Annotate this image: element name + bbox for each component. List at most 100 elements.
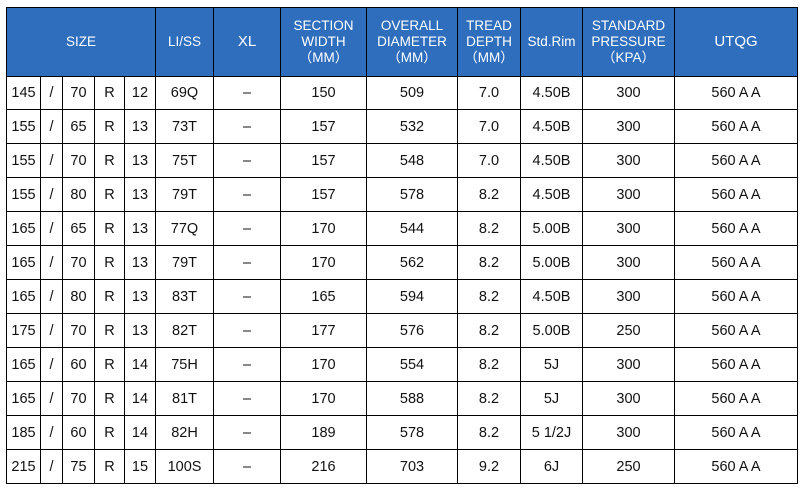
header-standard-pressure-unit: （KPA）	[601, 50, 655, 65]
cell-construction: R	[94, 211, 125, 246]
cell-std-rim: 5 1/2J	[520, 415, 583, 450]
cell-width: 165	[6, 245, 41, 280]
cell-overall-diameter: 588	[366, 381, 458, 416]
cell-width: 165	[6, 347, 41, 382]
cell-width: 165	[6, 381, 41, 416]
cell-li-ss: 79T	[155, 177, 214, 212]
cell-std-rim: 4.50B	[520, 76, 583, 110]
header-std-rim: Std.Rim	[520, 7, 583, 77]
header-section-width-line1: SECTION	[293, 18, 354, 33]
cell-std-rim: 4.50B	[520, 143, 583, 178]
cell-separator: /	[40, 211, 63, 246]
cell-rim-diameter: 14	[124, 347, 156, 382]
cell-separator: /	[40, 415, 63, 450]
cell-construction: R	[94, 415, 125, 450]
header-section-width-unit: （MM）	[298, 50, 349, 65]
table-row: 185 / 60 R 14 82H – 189 578 8.2 5 1/2J 3…	[6, 415, 798, 450]
cell-section-width: 157	[280, 177, 367, 212]
table-row: 155 / 65 R 13 73T – 157 532 7.0 4.50B 30…	[6, 109, 798, 144]
cell-standard-pressure: 300	[582, 177, 675, 212]
table-row: 165 / 60 R 14 75H – 170 554 8.2 5J 300 5…	[6, 347, 798, 382]
cell-section-width: 150	[280, 76, 367, 110]
cell-std-rim: 5.00B	[520, 313, 583, 348]
cell-li-ss: 81T	[155, 381, 214, 416]
cell-xl: –	[213, 211, 281, 246]
header-section-width-line2: WIDTH	[301, 34, 346, 49]
cell-li-ss: 77Q	[155, 211, 214, 246]
cell-standard-pressure: 300	[582, 415, 675, 450]
cell-overall-diameter: 594	[366, 279, 458, 314]
header-standard-pressure: STANDARD PRESSURE （KPA）	[582, 7, 675, 77]
cell-section-width: 157	[280, 143, 367, 178]
cell-construction: R	[94, 381, 125, 416]
cell-tread-depth: 7.0	[457, 143, 521, 178]
cell-std-rim: 4.50B	[520, 109, 583, 144]
cell-construction: R	[94, 245, 125, 280]
cell-aspect-ratio: 70	[62, 76, 95, 110]
cell-overall-diameter: 548	[366, 143, 458, 178]
cell-aspect-ratio: 70	[62, 313, 95, 348]
cell-standard-pressure: 250	[582, 313, 675, 348]
cell-separator: /	[40, 76, 63, 110]
cell-xl: –	[213, 313, 281, 348]
cell-xl: –	[213, 381, 281, 416]
cell-std-rim: 4.50B	[520, 177, 583, 212]
cell-standard-pressure: 300	[582, 76, 675, 110]
header-standard-pressure-line1: STANDARD	[591, 18, 666, 33]
cell-separator: /	[40, 347, 63, 382]
cell-aspect-ratio: 60	[62, 415, 95, 450]
cell-section-width: 216	[280, 449, 367, 484]
cell-section-width: 189	[280, 415, 367, 450]
cell-aspect-ratio: 70	[62, 245, 95, 280]
cell-std-rim: 5J	[520, 347, 583, 382]
cell-utqg: 560 A A	[674, 313, 798, 348]
cell-construction: R	[94, 109, 125, 144]
cell-standard-pressure: 300	[582, 143, 675, 178]
table-body: 145 / 70 R 12 69Q – 150 509 7.0 4.50B 30…	[6, 76, 798, 484]
cell-utqg: 560 A A	[674, 143, 798, 178]
cell-standard-pressure: 300	[582, 381, 675, 416]
table-row: 165 / 70 R 13 79T – 170 562 8.2 5.00B 30…	[6, 245, 798, 280]
cell-li-ss: 73T	[155, 109, 214, 144]
header-standard-pressure-line2: PRESSURE	[591, 34, 666, 49]
cell-rim-diameter: 13	[124, 109, 156, 144]
cell-std-rim: 4.50B	[520, 279, 583, 314]
table-row: 145 / 70 R 12 69Q – 150 509 7.0 4.50B 30…	[6, 76, 798, 110]
cell-width: 165	[6, 211, 41, 246]
cell-standard-pressure: 300	[582, 279, 675, 314]
cell-rim-diameter: 13	[124, 143, 156, 178]
header-size: SIZE	[6, 7, 156, 77]
cell-xl: –	[213, 143, 281, 178]
cell-std-rim: 6J	[520, 449, 583, 484]
cell-separator: /	[40, 279, 63, 314]
cell-width: 155	[6, 143, 41, 178]
cell-width: 185	[6, 415, 41, 450]
cell-rim-diameter: 13	[124, 245, 156, 280]
cell-li-ss: 83T	[155, 279, 214, 314]
header-tread-depth-unit: （MM）	[464, 50, 514, 65]
table-row: 175 / 70 R 13 82T – 177 576 8.2 5.00B 25…	[6, 313, 798, 348]
header-row: SIZE LI/SS XL SECTION WIDTH （MM） OVERALL…	[6, 7, 798, 77]
cell-li-ss: 75H	[155, 347, 214, 382]
cell-li-ss: 79T	[155, 245, 214, 280]
cell-utqg: 560 A A	[674, 76, 798, 110]
cell-standard-pressure: 300	[582, 109, 675, 144]
cell-overall-diameter: 576	[366, 313, 458, 348]
cell-utqg: 560 A A	[674, 449, 798, 484]
cell-overall-diameter: 578	[366, 415, 458, 450]
tire-spec-table-container: SIZE LI/SS XL SECTION WIDTH （MM） OVERALL…	[6, 7, 798, 484]
cell-utqg: 560 A A	[674, 211, 798, 246]
cell-tread-depth: 8.2	[457, 415, 521, 450]
cell-utqg: 560 A A	[674, 279, 798, 314]
cell-standard-pressure: 300	[582, 347, 675, 382]
cell-xl: –	[213, 245, 281, 280]
cell-std-rim: 5.00B	[520, 245, 583, 280]
table-row: 215 / 75 R 15 100S – 216 703 9.2 6J 250 …	[6, 449, 798, 484]
cell-section-width: 165	[280, 279, 367, 314]
cell-rim-diameter: 13	[124, 313, 156, 348]
cell-tread-depth: 8.2	[457, 347, 521, 382]
table-row: 155 / 80 R 13 79T – 157 578 8.2 4.50B 30…	[6, 177, 798, 212]
header-overall-diameter-line1: OVERALL	[380, 18, 444, 33]
header-xl: XL	[213, 7, 281, 77]
cell-aspect-ratio: 80	[62, 279, 95, 314]
